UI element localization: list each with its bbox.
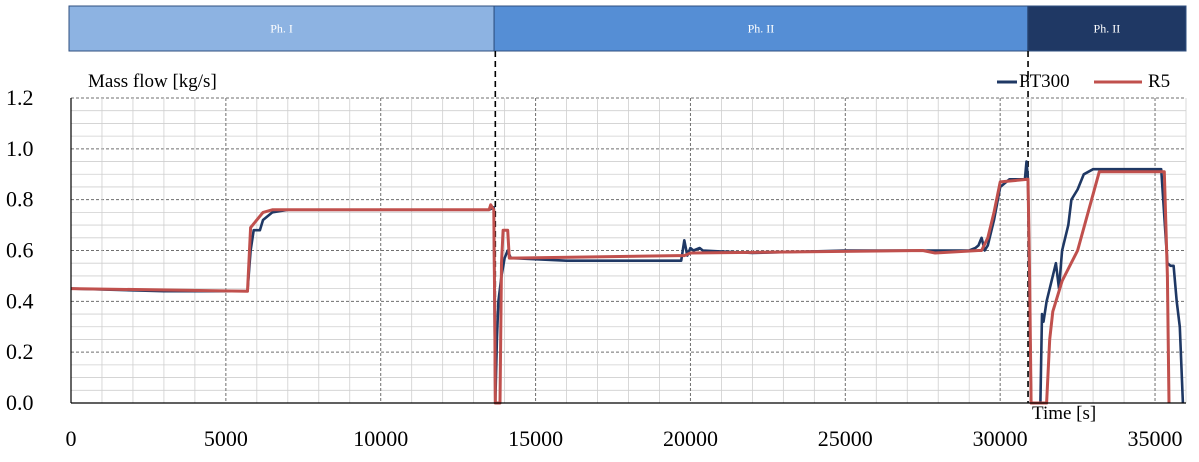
phase-bar: Ph. I Ph. II Ph. II xyxy=(68,5,1187,52)
phase-label-2: Ph. II xyxy=(748,22,775,36)
phase-segment-1 xyxy=(68,5,495,52)
phase-label-3: Ph. II xyxy=(1094,22,1121,36)
series-line-pt300 xyxy=(70,160,1185,405)
x-tick-label: 30000 xyxy=(973,426,1028,451)
y-tick-label: 1.2 xyxy=(6,85,34,110)
x-tick-label: 15000 xyxy=(508,426,563,451)
x-tick-label: 5000 xyxy=(204,426,248,451)
phase-segment-2 xyxy=(493,5,1029,52)
series-lines xyxy=(70,160,1185,405)
y-tick-label: 0.4 xyxy=(6,288,34,313)
legend-label-r5: R5 xyxy=(1148,71,1170,92)
legend-label-pt300: PT300 xyxy=(1019,71,1070,92)
y-tick-label: 0.6 xyxy=(6,238,34,263)
phase-label-1: Ph. I xyxy=(270,22,293,36)
x-tick-label: 10000 xyxy=(353,426,408,451)
x-axis-title: Time [s] xyxy=(1032,403,1096,424)
y-tick-label: 1.0 xyxy=(6,136,34,161)
grid xyxy=(70,97,1187,404)
x-tick-label: 35000 xyxy=(1128,426,1183,451)
series-line-r5 xyxy=(70,170,1171,405)
x-tick-label: 0 xyxy=(66,426,77,451)
y-axis-title: Mass flow [kg/s] xyxy=(88,71,217,92)
x-tick-label: 25000 xyxy=(818,426,873,451)
phase-segment-3 xyxy=(1027,5,1187,52)
y-tick-label: 0.0 xyxy=(6,390,34,415)
phase-dividers xyxy=(494,51,1029,403)
axes xyxy=(70,98,1186,404)
tick-labels: 0.0 0.2 0.4 0.6 0.8 1.0 1.2 0 5000 10000 15000 2000… xyxy=(6,85,1183,451)
y-tick-label: 0.8 xyxy=(6,187,34,212)
legend: PT300 R5 xyxy=(997,71,1170,92)
y-tick-label: 0.2 xyxy=(6,339,34,364)
x-tick-label: 20000 xyxy=(663,426,718,451)
